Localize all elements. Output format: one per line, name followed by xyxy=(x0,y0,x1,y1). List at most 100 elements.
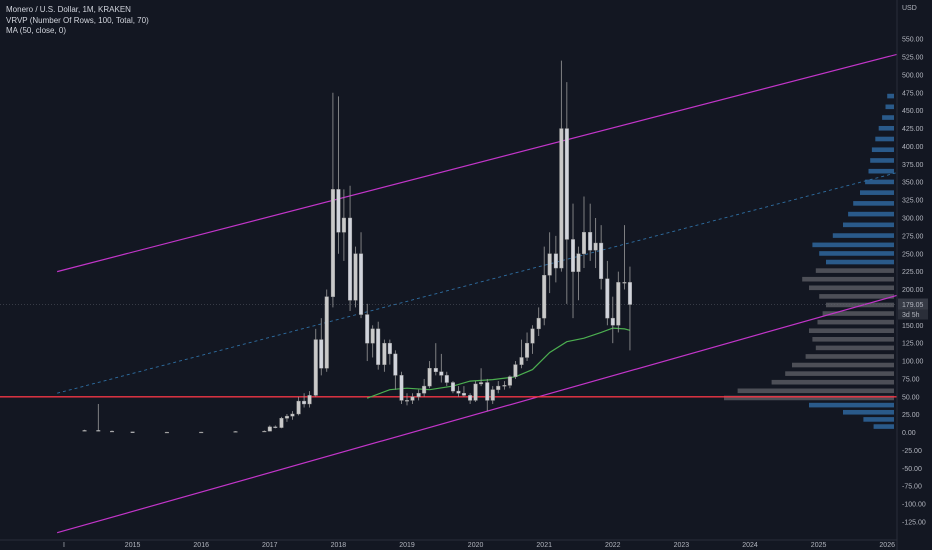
price-tick-label: 325.00 xyxy=(902,198,924,205)
candle-body[interactable] xyxy=(547,253,552,276)
candle-body[interactable] xyxy=(399,375,404,401)
candle-body[interactable] xyxy=(365,314,370,344)
candle-body[interactable] xyxy=(530,328,535,344)
ma-indicator-label[interactable]: MA (50, close, 0) xyxy=(6,26,67,35)
candle-body[interactable] xyxy=(559,128,564,269)
candle-body[interactable] xyxy=(513,364,518,377)
candle-body[interactable] xyxy=(410,396,415,401)
candle-body[interactable] xyxy=(433,368,438,372)
candle-body[interactable] xyxy=(307,395,312,405)
candle-body[interactable] xyxy=(267,426,272,432)
candle-body[interactable] xyxy=(439,371,444,376)
candle-body[interactable] xyxy=(479,382,484,385)
time-tick-label: 2019 xyxy=(399,542,415,549)
candle-body[interactable] xyxy=(461,393,466,396)
volume-profile-bar xyxy=(802,276,894,282)
volume-profile-bar xyxy=(848,211,894,217)
candle-body[interactable] xyxy=(284,415,289,419)
candle-body[interactable] xyxy=(485,382,490,401)
price-tick-label: -125.00 xyxy=(902,520,926,527)
candle-body[interactable] xyxy=(427,368,432,387)
candle-body[interactable] xyxy=(599,242,604,279)
candle-body[interactable] xyxy=(110,430,115,433)
candle-body[interactable] xyxy=(348,217,353,301)
candle-body[interactable] xyxy=(610,317,615,326)
candle-body[interactable] xyxy=(536,317,541,330)
candle-body[interactable] xyxy=(502,385,507,387)
candle-body[interactable] xyxy=(336,189,341,233)
channel-upper-line[interactable] xyxy=(56,39,932,273)
countdown-badge xyxy=(898,309,928,320)
candle-body[interactable] xyxy=(164,431,169,434)
vrvp-indicator-label[interactable]: VRVP (Number Of Rows, 100, Total, 70) xyxy=(6,15,149,25)
candle-body[interactable] xyxy=(519,357,524,365)
candle-body[interactable] xyxy=(199,431,204,434)
candle-body[interactable] xyxy=(233,431,238,433)
candle-body[interactable] xyxy=(324,296,329,369)
candle-body[interactable] xyxy=(387,342,392,355)
price-tick-label: 225.00 xyxy=(902,269,924,276)
candle-body[interactable] xyxy=(393,353,398,376)
candle-body[interactable] xyxy=(353,253,358,301)
candle-body[interactable] xyxy=(262,430,267,433)
candle-body[interactable] xyxy=(376,328,381,365)
candle-body[interactable] xyxy=(416,393,421,398)
price-tick-label: 525.00 xyxy=(902,55,924,62)
channel-mid-line[interactable] xyxy=(57,157,932,394)
candle-body[interactable] xyxy=(405,400,410,402)
candle-body[interactable] xyxy=(82,430,87,432)
symbol-title[interactable]: Monero / U.S. Dollar, 1M, KRAKEN xyxy=(6,5,131,14)
candle-body[interactable] xyxy=(422,385,427,394)
candle-body[interactable] xyxy=(450,382,455,392)
price-tick-label: 450.00 xyxy=(902,108,924,115)
volume-profile-bar xyxy=(873,424,894,429)
candle-body[interactable] xyxy=(542,275,547,319)
volume-profile-bar xyxy=(817,319,894,325)
price-tick-label: -75.00 xyxy=(902,484,922,491)
candle-body[interactable] xyxy=(605,278,610,319)
candle-body[interactable] xyxy=(382,342,387,365)
candle-body[interactable] xyxy=(341,217,346,233)
candle-body[interactable] xyxy=(507,376,512,386)
candle-body[interactable] xyxy=(616,282,621,326)
candle-body[interactable] xyxy=(96,430,101,432)
candle-body[interactable] xyxy=(571,239,576,272)
candle-body[interactable] xyxy=(553,253,558,269)
candle-body[interactable] xyxy=(622,282,627,284)
candle-body[interactable] xyxy=(564,128,569,240)
candle-body[interactable] xyxy=(130,431,135,433)
candle-body[interactable] xyxy=(330,189,335,297)
price-tick-label: 250.00 xyxy=(902,251,924,258)
price-tick-label: 350.00 xyxy=(902,180,924,187)
candle-body[interactable] xyxy=(444,375,449,383)
volume-profile-bar xyxy=(809,285,894,291)
candle-body[interactable] xyxy=(588,232,593,251)
candle-body[interactable] xyxy=(473,383,478,401)
candle-body[interactable] xyxy=(359,253,364,315)
candle-body[interactable] xyxy=(456,390,461,394)
candle-body[interactable] xyxy=(370,328,375,344)
candle-body[interactable] xyxy=(627,282,632,305)
candle-body[interactable] xyxy=(576,253,581,272)
candle-body[interactable] xyxy=(273,426,278,428)
candle-body[interactable] xyxy=(319,339,324,369)
candle-body[interactable] xyxy=(302,400,307,405)
candle-body[interactable] xyxy=(593,242,598,251)
candle-body[interactable] xyxy=(581,232,586,254)
volume-profile-bar xyxy=(724,395,894,401)
candle-body[interactable] xyxy=(468,395,473,401)
candle-body[interactable] xyxy=(496,385,501,390)
candle-body[interactable] xyxy=(290,413,295,417)
volume-profile-bar xyxy=(805,354,894,359)
price-axis-panel[interactable] xyxy=(897,0,932,550)
candle-body[interactable] xyxy=(525,342,530,358)
candle-body[interactable] xyxy=(490,389,495,401)
candle-body[interactable] xyxy=(279,418,284,428)
candle-body[interactable] xyxy=(296,400,301,415)
volume-profile-bar xyxy=(870,158,894,163)
candle-body[interactable] xyxy=(313,339,318,396)
volume-profile-bar xyxy=(826,302,894,308)
channel-lower-line[interactable] xyxy=(56,279,932,534)
moving-average-line[interactable] xyxy=(366,327,631,399)
